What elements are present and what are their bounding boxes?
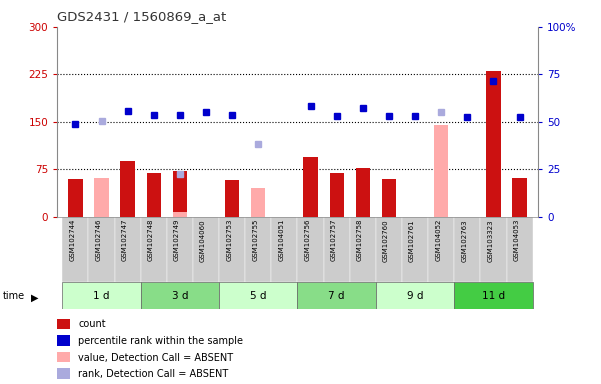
- Text: 3 d: 3 d: [172, 291, 188, 301]
- Text: GSM102760: GSM102760: [383, 219, 389, 262]
- Text: GSM104053: GSM104053: [514, 219, 520, 262]
- Bar: [272, 217, 297, 282]
- Bar: [434, 125, 448, 217]
- Bar: [304, 157, 318, 217]
- Text: time: time: [3, 291, 25, 301]
- Bar: [376, 217, 402, 282]
- Bar: [428, 217, 454, 282]
- Bar: [94, 178, 109, 217]
- Bar: [486, 71, 501, 217]
- Text: GSM104052: GSM104052: [435, 219, 441, 261]
- Bar: [193, 217, 219, 282]
- Bar: [68, 179, 82, 217]
- Text: ▶: ▶: [31, 293, 38, 303]
- Bar: [120, 161, 135, 217]
- Text: GSM102748: GSM102748: [148, 219, 154, 262]
- Bar: [376, 282, 454, 309]
- Bar: [115, 217, 141, 282]
- Text: GSM103323: GSM103323: [487, 219, 493, 262]
- Text: GSM102753: GSM102753: [226, 219, 232, 262]
- Bar: [382, 179, 396, 217]
- Text: 5 d: 5 d: [250, 291, 267, 301]
- Bar: [172, 171, 187, 217]
- Bar: [323, 217, 350, 282]
- Text: GSM102749: GSM102749: [174, 219, 180, 262]
- Text: GSM102746: GSM102746: [96, 219, 102, 262]
- Text: 1 d: 1 d: [93, 291, 110, 301]
- Bar: [63, 217, 88, 282]
- Bar: [329, 173, 344, 217]
- Text: count: count: [78, 319, 106, 329]
- Bar: [297, 217, 323, 282]
- Bar: [350, 217, 376, 282]
- Text: 11 d: 11 d: [482, 291, 505, 301]
- Bar: [402, 217, 428, 282]
- Text: GSM104051: GSM104051: [278, 219, 284, 262]
- Bar: [219, 282, 297, 309]
- Text: GDS2431 / 1560869_a_at: GDS2431 / 1560869_a_at: [57, 10, 227, 23]
- Bar: [141, 282, 219, 309]
- Text: rank, Detection Call = ABSENT: rank, Detection Call = ABSENT: [78, 369, 228, 379]
- Text: GSM102757: GSM102757: [331, 219, 337, 262]
- Text: GSM104060: GSM104060: [200, 219, 206, 262]
- Bar: [480, 217, 507, 282]
- Text: 7 d: 7 d: [328, 291, 345, 301]
- Text: 9 d: 9 d: [407, 291, 423, 301]
- Bar: [356, 167, 370, 217]
- Bar: [513, 178, 527, 217]
- Bar: [141, 217, 167, 282]
- Bar: [454, 282, 532, 309]
- Text: GSM102747: GSM102747: [121, 219, 127, 262]
- Text: percentile rank within the sample: percentile rank within the sample: [78, 336, 243, 346]
- Text: GSM102758: GSM102758: [357, 219, 363, 262]
- Text: GSM102744: GSM102744: [69, 219, 75, 261]
- Bar: [507, 217, 532, 282]
- Text: value, Detection Call = ABSENT: value, Detection Call = ABSENT: [78, 353, 233, 362]
- Text: GSM102755: GSM102755: [252, 219, 258, 261]
- Bar: [225, 180, 239, 217]
- Bar: [454, 217, 480, 282]
- Bar: [245, 217, 272, 282]
- Bar: [219, 217, 245, 282]
- Bar: [147, 173, 161, 217]
- Bar: [172, 212, 187, 217]
- Bar: [88, 217, 115, 282]
- Bar: [63, 282, 141, 309]
- Text: GSM102756: GSM102756: [305, 219, 311, 262]
- Bar: [251, 189, 266, 217]
- Text: GSM102761: GSM102761: [409, 219, 415, 262]
- Text: GSM102763: GSM102763: [462, 219, 468, 262]
- Bar: [297, 282, 376, 309]
- Bar: [167, 217, 193, 282]
